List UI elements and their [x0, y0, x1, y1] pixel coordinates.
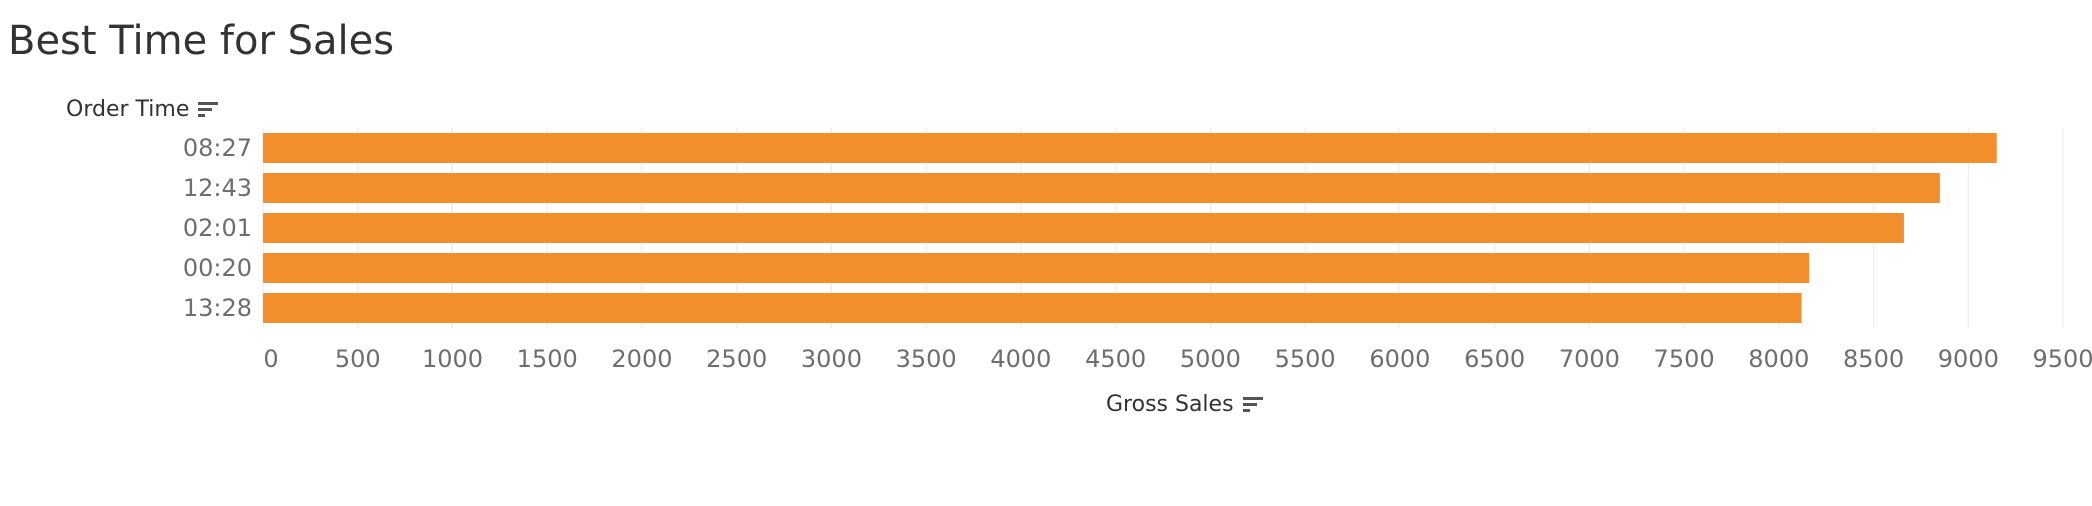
x-tick-label: 3500 [896, 345, 957, 373]
y-axis-title: Order Time [66, 97, 190, 122]
x-axis-title: Gross Sales [1106, 392, 1234, 417]
y-axis-header[interactable]: Order Time [66, 97, 219, 122]
x-tick-label: 6500 [1464, 345, 1525, 373]
x-tick-label: 2500 [706, 345, 767, 373]
bar-1328[interactable] [263, 293, 1802, 323]
x-tick-labels: 0 500 1000 1500 2000 2500 3000 3500 4000 4500 5000… [263, 345, 2092, 373]
x-tick-label: 8000 [1748, 345, 1809, 373]
sort-icon[interactable] [1242, 397, 1263, 412]
y-tick-label: 00:20 [183, 254, 252, 282]
x-axis-header[interactable]: Gross Sales [1106, 392, 1263, 417]
y-tick-label: 02:01 [183, 214, 252, 242]
x-tick-label: 9500 [2033, 345, 2092, 373]
x-tick-label: 0 [263, 345, 278, 373]
x-tick-label: 1500 [517, 345, 578, 373]
x-tick-label: 5000 [1180, 345, 1241, 373]
x-tick-label: 7000 [1559, 345, 1620, 373]
y-tick-labels: 08:27 12:43 02:01 00:20 13:28 [183, 134, 252, 322]
x-tick-label: 7500 [1654, 345, 1715, 373]
x-tick-label: 9000 [1938, 345, 1999, 373]
y-tick-label: 13:28 [183, 294, 252, 322]
sort-icon[interactable] [198, 102, 219, 117]
bar-0827[interactable] [263, 133, 1997, 163]
x-tick-label: 4500 [1085, 345, 1146, 373]
x-tick-label: 6000 [1369, 345, 1430, 373]
bar-0020[interactable] [263, 253, 1810, 283]
chart-title: Best Time for Sales [8, 18, 395, 64]
bars [263, 133, 1997, 323]
bar-0201[interactable] [263, 213, 1904, 243]
x-tick-label: 8500 [1843, 345, 1904, 373]
x-tick-label: 1000 [422, 345, 483, 373]
x-tick-label: 500 [335, 345, 381, 373]
x-tick-label: 3000 [801, 345, 862, 373]
bar-1243[interactable] [263, 173, 1940, 203]
x-tick-label: 5500 [1275, 345, 1336, 373]
x-tick-label: 4000 [990, 345, 1051, 373]
y-tick-label: 08:27 [183, 134, 252, 162]
y-tick-label: 12:43 [183, 174, 252, 202]
x-tick-label: 2000 [611, 345, 672, 373]
